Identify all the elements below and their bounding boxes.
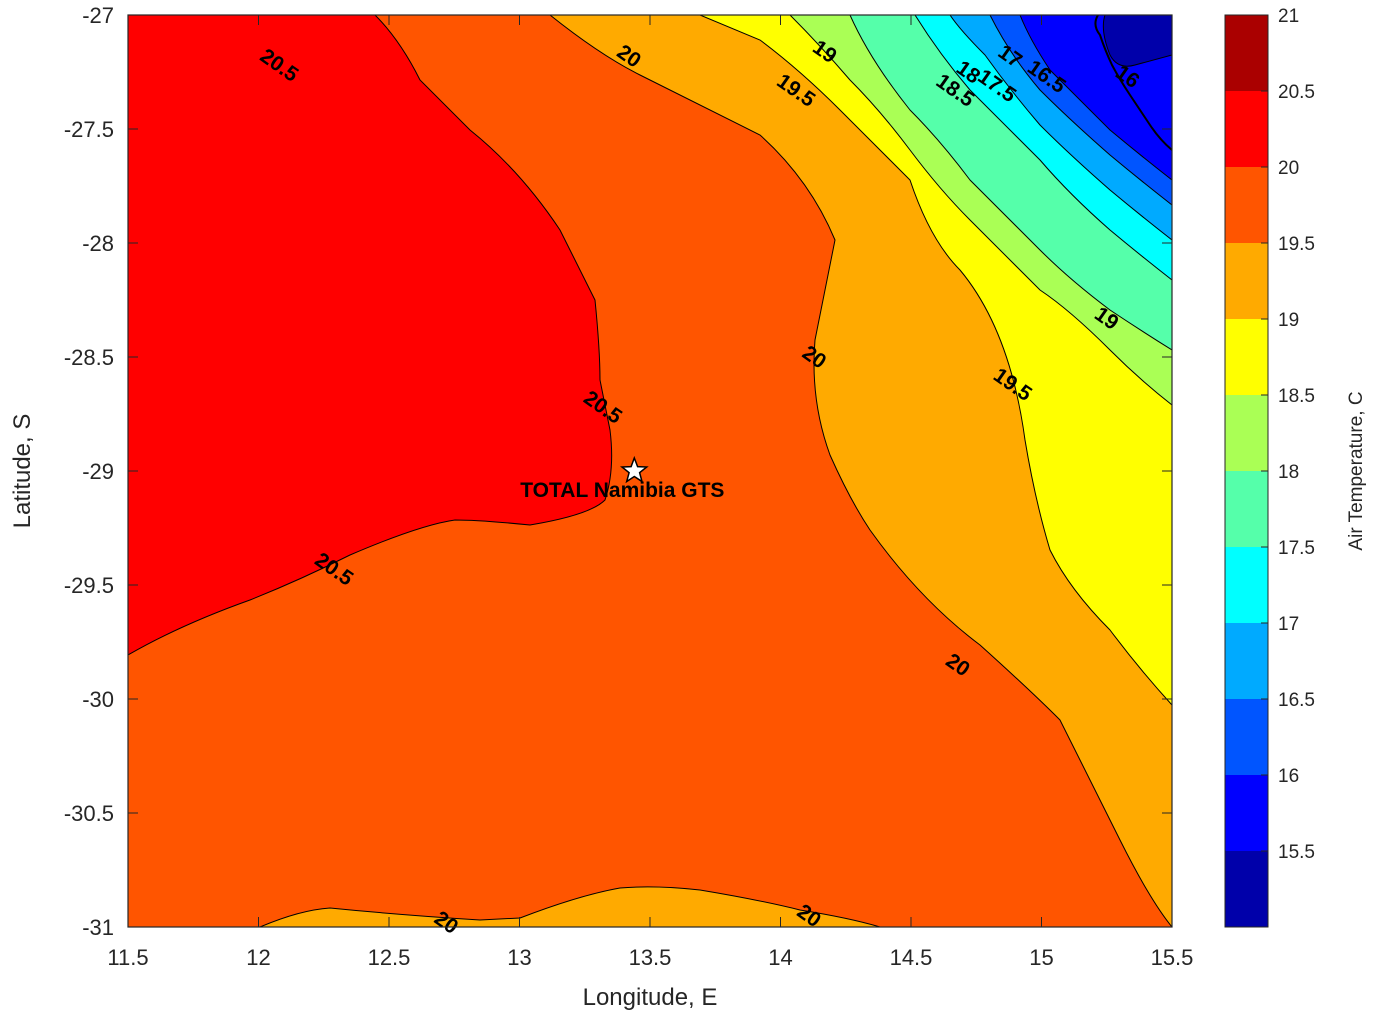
temperature-band-19-19-5-south [260,886,880,927]
temperature-band-17-17-5 [915,15,1172,280]
site-label: TOTAL Namibia GTS [520,479,724,502]
colorbar-tick-label: 17 [1278,614,1299,635]
contour-line-19-5 [699,15,1172,706]
colorbar-swatch [1225,547,1268,623]
x-tick-label: 14 [768,945,792,970]
temperature-band-16-5-17 [950,15,1172,240]
contour-line-20-south [259,886,881,927]
colorbar-tick-label: 15.5 [1278,842,1315,863]
contour-line-18-5 [849,15,1172,351]
colorbar-swatch [1225,775,1268,851]
y-axis: -27 -27.5 -28 -28.5 -29 -29.5 -30 -30.5 -31 [64,3,1172,940]
x-axis: 11.5 12 12.5 13 13.5 14 14.5 15 15.5 [107,15,1193,970]
temperature-band-18-5-19 [700,15,1172,705]
y-tick-label: -31 [82,915,114,940]
coastline [1094,15,1172,151]
contour-line-20-5-main [128,15,613,656]
colorbar-label: Air Temperature, C [1346,391,1367,550]
star-icon [619,455,649,484]
y-tick-label: -30.5 [64,801,114,826]
contour-line-16 [1102,15,1172,67]
colorbar-swatch [1225,91,1268,167]
x-tick-label: 12 [246,945,270,970]
colorbar-tick-label: 19 [1278,310,1299,331]
temperature-band-19-19-5 [550,15,1172,927]
x-tick-label: 15 [1029,945,1053,970]
y-tick-label: -29 [82,459,114,484]
colorbar-tick-label: 18.5 [1278,386,1315,407]
contour-line-19 [789,15,1172,406]
temperature-band-15-15-5 [1103,15,1172,67]
x-tick-label: 11.5 [107,945,148,970]
colorbar-swatch [1225,471,1268,547]
y-tick-label: -27 [82,3,114,28]
x-tick-label: 13.5 [629,945,672,970]
y-axis-label: Latitude, S [9,414,36,529]
colorbar-swatch [1225,243,1268,319]
colorbar-swatch [1225,851,1268,927]
contour-line-17 [989,15,1172,206]
colorbar-tick-label: 19.5 [1278,234,1315,255]
x-tick-label: 14.5 [890,945,933,970]
contour-line-18 [914,15,1172,281]
y-tick-label: -30 [82,687,114,712]
y-tick-label: -29.5 [64,573,114,598]
x-axis-label: Longitude, E [583,984,718,1011]
x-tick-label: 12.5 [368,945,411,970]
colorbar-tick-label: 17.5 [1278,538,1315,559]
y-tick-label: -28.5 [64,345,114,370]
colorbar-swatch [1225,319,1268,395]
colorbar-tick-label: 20 [1278,158,1299,179]
temperature-band-20-20-5 [128,15,612,655]
temperature-band-16-16-5 [990,15,1172,205]
colorbar-tick-label: 16 [1278,766,1299,787]
colorbar-swatch [1225,623,1268,699]
colorbar-tick-label: 21 [1278,6,1299,27]
contour-line-20-east [549,15,1172,927]
colorbar-tick-label: 16.5 [1278,690,1315,711]
y-tick-label: -28 [82,231,114,256]
contour-fill-layer [128,15,1172,927]
x-tick-label: 15.5 [1151,945,1194,970]
colorbar-swatch [1225,699,1268,775]
colorbar-swatch [1225,167,1268,243]
contour-lines [128,15,1172,927]
colorbar: 21 20.5 20 19.5 19 18.5 18 17.5 17 16.5 16 15.5 [1224,6,1315,928]
contour-line-17-5 [949,15,1172,241]
contour-line-16-5 [1019,15,1172,181]
x-tick-label: 13 [507,945,531,970]
temperature-band-17-5-18 [850,15,1172,350]
colorbar-swatch [1225,395,1268,471]
temperature-band-18-18-5 [790,15,1172,405]
site-marker: TOTAL Namibia GTS [520,455,724,502]
colorbar-tick-label: 20.5 [1278,82,1315,103]
y-tick-label: -27.5 [64,117,114,142]
colorbar-tick-label: 18 [1278,462,1299,483]
colorbar-swatch [1225,15,1268,91]
